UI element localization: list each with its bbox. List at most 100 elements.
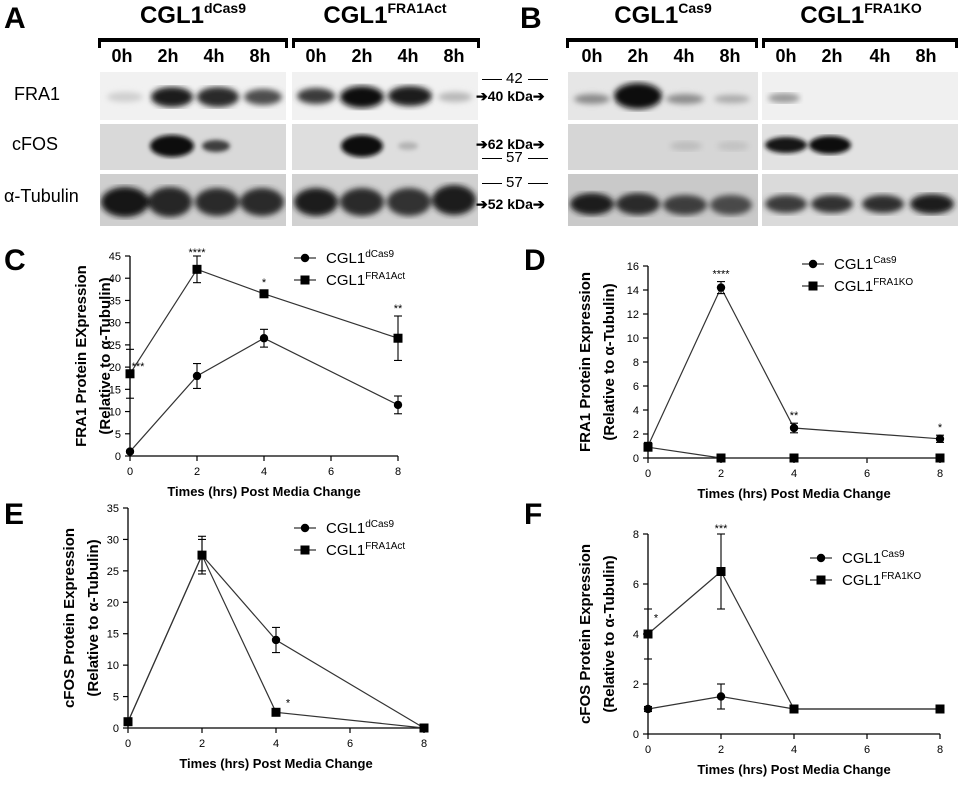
x-tick-label: 4: [791, 468, 797, 480]
blot-b-group-2-bar: [762, 38, 958, 42]
y-tick-label: 35: [107, 503, 119, 515]
y-tick-label: 25: [107, 566, 119, 578]
series-line: [127, 553, 425, 729]
x-tick-label: 2: [718, 744, 724, 756]
y-tick-label: 30: [107, 534, 119, 546]
significance-label: **: [394, 303, 403, 315]
y-axis-label: FRA1 Protein Expression: [577, 272, 594, 452]
x-tick-label: 2: [194, 466, 200, 478]
y-tick-label: 14: [627, 285, 639, 297]
time-label: 4h: [673, 46, 695, 66]
y-tick-label: 10: [107, 660, 119, 672]
marker-line: [528, 158, 548, 159]
x-axis-label: Times (hrs) Post Media Change: [697, 762, 890, 777]
row-label-tubulin: α-Tubulin: [4, 186, 79, 206]
y-tick-label: 8: [633, 357, 639, 369]
data-point: [271, 707, 281, 717]
marker-line: [482, 158, 502, 159]
y-tick-label: 0: [115, 451, 121, 463]
legend-entry: CGL1FRA1KO: [810, 571, 921, 589]
y-axis-label: (Relative to α-Tubulin): [601, 283, 618, 440]
chart-d: 0 2 4 6 8 0 2 4 6 8 10 12 14 16 Times (hrs) Post Media…: [577, 255, 945, 501]
legend-label: CGL1FRA1Act: [326, 541, 405, 559]
panel-label-d: D: [524, 244, 546, 277]
legend-marker: [300, 523, 310, 533]
time-label: 2h: [821, 46, 843, 66]
x-tick-label: 8: [937, 744, 943, 756]
x-tick-label: 8: [395, 466, 401, 478]
blot-b-group-2-heading: CGL1FRA1KO: [800, 0, 922, 29]
y-tick-label: 4: [633, 405, 639, 417]
data-point: [419, 723, 429, 733]
legend-entry: CGL1Cas9: [802, 255, 897, 273]
blot-b-cfos-fra1ko: [762, 124, 958, 170]
legend-label: CGL1dCas9: [326, 249, 395, 267]
x-tick-label: 4: [273, 738, 279, 750]
marker-57-a: 57: [506, 149, 523, 166]
blot-a-tubulin-dcas9: [100, 174, 286, 226]
y-tick-label: 10: [627, 333, 639, 345]
series-1: [643, 281, 945, 451]
plot-area: 0 2 4 6 8 0 5 10 15 20 25 30 35 Times (hrs) Post Medi…: [61, 503, 429, 771]
panel-label-e: E: [4, 498, 25, 531]
x-tick-label: 0: [127, 466, 133, 478]
marker-line: [528, 183, 548, 184]
bar-tick: [98, 38, 101, 48]
series-line: [129, 268, 399, 375]
data-point: [123, 717, 133, 727]
legend-marker: [300, 275, 310, 285]
y-tick-label: 16: [627, 261, 639, 273]
y-tick-label: 6: [633, 579, 639, 591]
legend-entry: CGL1FRA1Act: [294, 541, 405, 559]
marker-cfos-kda: ➔62 kDa➔: [476, 136, 545, 152]
x-tick-label: 2: [718, 468, 724, 480]
blot-a-group-1-heading: CGL1dCas9: [139, 0, 247, 29]
data-point: [125, 369, 135, 379]
time-label: 2h: [627, 46, 649, 66]
y-tick-label: 0: [633, 729, 639, 741]
series-1: [123, 535, 429, 733]
blot-a-tubulin-fra1act: [292, 174, 478, 226]
y-tick-label: 15: [109, 384, 121, 396]
significance-label: ***: [715, 523, 729, 535]
x-tick-label: 4: [791, 744, 797, 756]
significance-label: ***: [132, 361, 146, 373]
data-point: [716, 453, 726, 463]
y-axis-label: (Relative to α-Tubulin): [85, 539, 102, 696]
y-axis-label: (Relative to α-Tubulin): [601, 555, 618, 712]
x-tick-label: 4: [261, 466, 267, 478]
blot-b-cfos-cas9: [568, 124, 758, 170]
data-point: [935, 704, 945, 714]
data-point: [259, 289, 269, 299]
series-2: [123, 538, 429, 733]
significance-label: *: [262, 277, 267, 289]
chart-e: 0 2 4 6 8 0 5 10 15 20 25 30 35 Times (hrs) Post Medi…: [61, 503, 429, 771]
data-point: [643, 442, 653, 452]
series-2: [643, 442, 945, 463]
legend-marker: [808, 259, 818, 269]
plot-area: 0 2 4 6 8 0 2 4 6 8 Times (hrs) Post Media Change c…: [577, 523, 945, 777]
legend-entry: CGL1dCas9: [294, 519, 395, 537]
plot-area: 0 2 4 6 8 0 2 4 6 8 10 12 14 16 Times (hrs) Post Media…: [577, 255, 945, 501]
series-1: [125, 328, 403, 456]
legend-label: CGL1Cas9: [834, 255, 897, 273]
data-point: [271, 635, 281, 645]
time-label: 4h: [397, 46, 419, 66]
time-label: 4h: [869, 46, 891, 66]
panel-label-a: A: [4, 2, 26, 35]
y-tick-label: 35: [109, 295, 121, 307]
y-tick-label: 25: [109, 340, 121, 352]
series-2: [643, 533, 945, 714]
legend-marker: [808, 281, 818, 291]
blot-b-tubulin-cas9: [568, 174, 758, 226]
time-label: 8h: [249, 46, 271, 66]
legend-marker: [300, 253, 310, 263]
blot-a-fra1-fra1act: [292, 72, 478, 120]
time-label: 0h: [581, 46, 603, 66]
y-tick-label: 30: [109, 318, 121, 330]
significance-label: *: [286, 697, 291, 709]
y-axis-label: FRA1 Protein EXpression: [73, 265, 90, 447]
legend-marker: [816, 575, 826, 585]
chart-c: 0 2 4 6 8 0 5 10 15 20 25 30 35 40 45 Times (hrs) Post …: [73, 247, 405, 499]
y-tick-label: 2: [633, 429, 639, 441]
